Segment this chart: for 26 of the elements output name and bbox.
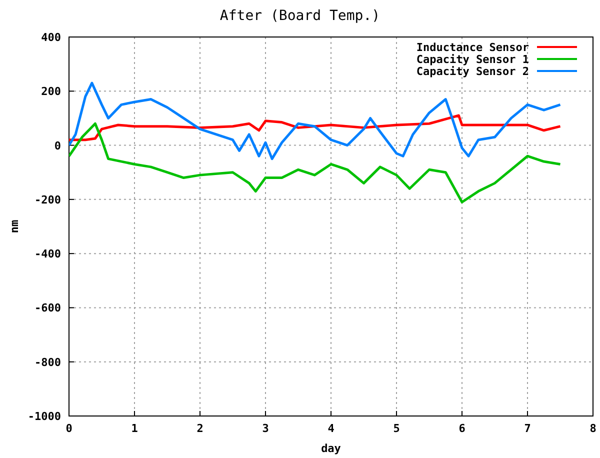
y-tick-label: -600 [34, 302, 61, 315]
line-series [69, 82, 562, 160]
x-tick-label: 0 [66, 422, 72, 435]
x-tick-label: 2 [196, 422, 204, 435]
y-tick-label: -400 [34, 248, 61, 261]
y-tick-label: 400 [41, 31, 61, 44]
legend-label: Capacity Sensor 1 [416, 53, 530, 66]
y-tick-label: 200 [41, 85, 61, 98]
x-tick-label: 8 [590, 422, 596, 435]
x-tick-label: 5 [393, 422, 400, 435]
legend-label: Capacity Sensor 2 [416, 65, 529, 78]
y-axis-title: nm [8, 220, 21, 234]
x-tick-label: 3 [262, 422, 269, 435]
x-tick-label: 6 [458, 422, 466, 435]
x-axis-title: day [321, 442, 342, 455]
x-tick-label: 7 [524, 422, 531, 435]
x-tick-label: 4 [328, 422, 335, 435]
y-tick-label: -200 [34, 193, 61, 206]
line-series [69, 114, 562, 142]
y-tick-label: -800 [34, 356, 61, 369]
x-tick-label: 1 [131, 422, 138, 435]
y-tick-label: -1000 [28, 410, 61, 423]
y-tick-label: 0 [54, 139, 61, 152]
legend-label: Inductance Sensor [416, 41, 530, 54]
chart-title: After (Board Temp.) [220, 8, 380, 24]
line-series [69, 122, 562, 204]
